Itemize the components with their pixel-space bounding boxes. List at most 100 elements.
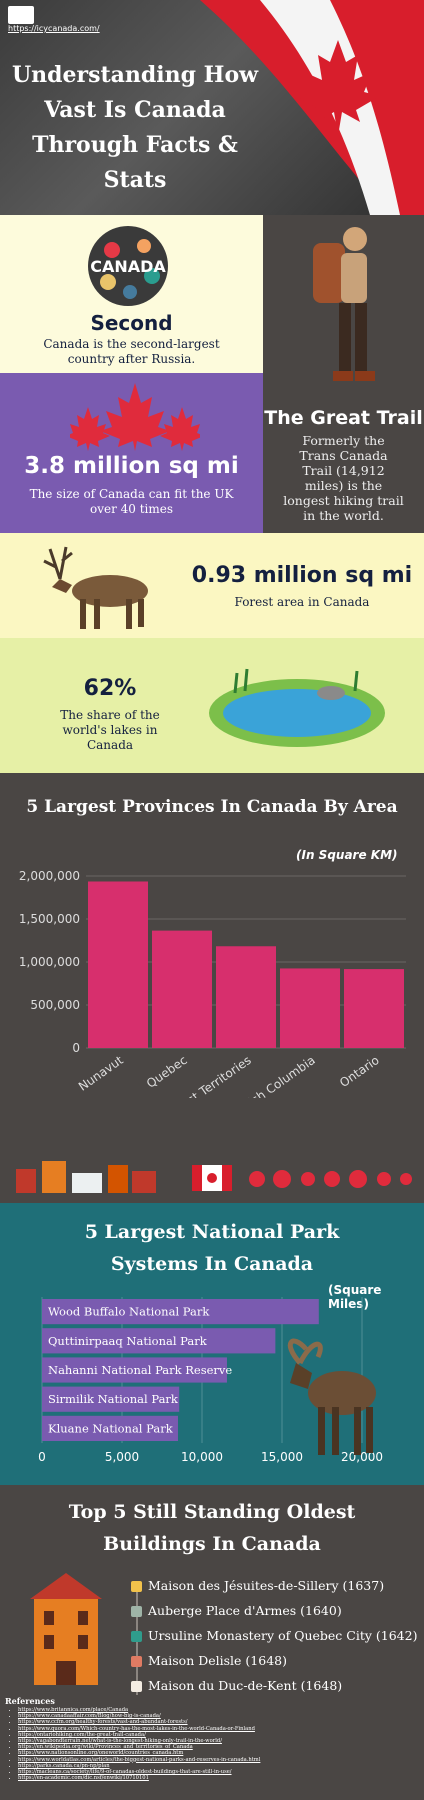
reference-link[interactable]: https://ontariohiking.com/the-great-trai… [18,1732,418,1738]
canada-decor-icons [16,1161,412,1193]
building-list-item: Maison Delisle (1648) [130,1652,420,1672]
fact-forest-panel: 0.93 million sq mi Forest area in Canada [0,533,424,638]
reference-link[interactable]: https://en-academic.com/dic.nsf/enwiki/1… [18,1775,418,1781]
bar-nahanni-national-park-reserve [42,1357,227,1383]
fact-area-stat: 3.8 million sq mi [24,453,239,479]
y-tick-label: 500,000 [30,998,80,1012]
x-tick-label: 15,000 [261,1450,303,1464]
provinces-unit: (In Square KM) [296,848,398,862]
bar-sirmilik-national-park [42,1386,180,1412]
list-bullet-icon [131,1681,142,1692]
building-label: Maison du Duc-de-Kent (1648) [148,1678,343,1693]
reference-link[interactable]: https://vagabondterrain.net/what-is-the-… [18,1738,418,1744]
y-tick-label: 2,000,000 [19,869,80,883]
references-list: https://www.britannica.com/place/Canadah… [0,1707,418,1781]
bar-ontario [344,969,404,1048]
list-bullet-icon [131,1631,142,1642]
parks-unit: (Square Miles) [328,1283,382,1311]
bar-label: Wood Buffalo National Park [48,1305,210,1319]
list-bullet-icon [131,1606,142,1617]
reference-link[interactable]: https://www.ccfm.org/healthy-forests/vas… [18,1719,418,1725]
references-section: References https://www.britannica.com/pl… [0,1695,424,1800]
bar-british-columbia [280,968,340,1048]
reference-link[interactable]: https://www.quora.com/Which-country-has-… [18,1726,418,1732]
buildings-title-line1: Top 5 Still Standing Oldest [68,1501,356,1523]
buildings-section: Top 5 Still Standing Oldest Buildings In… [0,1485,424,1695]
building-label: Maison des Jésuites-de-Sillery (1637) [148,1578,385,1593]
parks-section: 5 Largest National Park Systems In Canad… [0,1203,424,1485]
svg-text:CANADA: CANADA [90,257,166,276]
building-label: Ursuline Monastery of Quebec City (1642) [148,1628,418,1643]
parks-title-line2: Systems In Canada [110,1253,314,1275]
x-tick-label: 0 [38,1450,46,1464]
provinces-bar-chart: 0 500,000 1,000,000 1,500,000 2,000,000 Nunav… [19,869,406,1098]
reference-link[interactable]: https://www.nationsonline.org/oneworld/c… [18,1750,418,1756]
fact-trail-text: Formerly the Trans Canada Trail (14,912 … [283,433,404,523]
moose-icon [287,1338,376,1455]
fact-area-text: The size of Canada can fit the UK over 4… [29,487,234,516]
reference-link[interactable]: https://parks.canada.ca/pn-np/plan [18,1763,418,1769]
x-tick-label: Quebec [144,1053,190,1091]
reference-link[interactable]: https://www.worldatlas.com/articles/the-… [18,1757,418,1763]
building-list-item: Ursuline Monastery of Quebec City (1642) [130,1627,420,1647]
canada-word-art-icon: CANADA [88,226,168,306]
parks-title-line1: 5 Largest National Park [84,1221,340,1243]
site-url-link[interactable]: https://icycanada.com/ [8,24,100,33]
bar-label: Sirmilik National Park [48,1392,179,1406]
maple-leaves-icon [70,383,200,451]
buildings-title-line2: Buildings In Canada [103,1533,321,1555]
provinces-section: 5 Largest Provinces In Canada By Area (I… [0,773,424,1203]
fact-lakes-panel: 62% The share of the world's lakes in Ca… [0,638,424,773]
fact-trail-stat: The Great Trail [264,407,423,429]
building-list-item: Maison du Duc-de-Kent (1648) [130,1677,420,1697]
x-tick-label: Nunavut [76,1053,126,1094]
fact-second-text: Canada is the second-largest country aft… [43,337,220,366]
fact-second-panel: CANADA Second Canada is the second-large… [0,215,263,373]
reference-link[interactable]: https://macleans.ca/society/life/9-of-ca… [18,1769,418,1775]
x-tick-label: 5,000 [105,1450,139,1464]
old-building-icon [30,1573,102,1685]
page-title: Understanding How Vast Is Canada Through… [11,62,259,193]
list-bullet-icon [131,1656,142,1667]
y-tick-label: 0 [72,1041,80,1055]
reference-link[interactable]: https://www.britannica.com/place/Canada [18,1707,418,1713]
fact-trail-panel: The Great Trail Formerly the Trans Canad… [263,215,424,533]
hiker-icon [313,227,375,381]
bar-quebec [152,930,212,1048]
references-heading: References [5,1696,55,1706]
building-label: Maison Delisle (1648) [148,1653,287,1668]
reference-link[interactable]: https://www.canadaaffair.com/Blog/how-bi… [18,1713,418,1719]
x-tick-label: Ontario [337,1053,382,1090]
caribou-icon [43,546,148,629]
fact-forest-stat: 0.93 million sq mi [191,563,413,588]
building-list-item: Auberge Place d'Armes (1640) [130,1602,420,1622]
fact-second-stat: Second [90,311,173,335]
y-tick-label: 1,500,000 [19,912,80,926]
fact-forest-text: Forest area in Canada [234,595,370,609]
x-tick-label: 10,000 [181,1450,223,1464]
bar-kluane-national-park [42,1415,178,1441]
bar-wood-buffalo-national-park [42,1299,319,1325]
list-bullet-icon [131,1581,142,1592]
x-tick-label: 20,000 [341,1450,383,1464]
building-label: Auberge Place d'Armes (1640) [148,1603,342,1618]
canada-flag-graphic [200,0,424,215]
site-logo[interactable] [8,6,34,24]
bar-label: Kluane National Park [48,1421,174,1435]
bar-label: Nahanni National Park Reserve [48,1363,232,1377]
fact-area-panel: 3.8 million sq mi The size of Canada can… [0,373,263,533]
lake-icon [209,668,385,747]
bar-nunavut [88,881,148,1048]
bar-quttinirpaaq-national-park [42,1328,276,1354]
y-tick-label: 1,000,000 [19,955,80,969]
hero-banner: https://icycanada.com/ Understanding How… [0,0,424,215]
parks-bar-chart: 0 5,000 10,000 15,000 20,000 Wood Buffalo Nat… [38,1297,383,1464]
fact-lakes-text: The share of the world's lakes in Canada [60,708,160,752]
reference-link[interactable]: https://en.wikipedia.org/wiki/Provinces_… [18,1744,418,1750]
bar-label: Quttinirpaaq National Park [48,1334,208,1348]
building-list-item: Maison des Jésuites-de-Sillery (1637) [130,1577,420,1597]
bar-northwest-territories [216,946,276,1048]
provinces-title: 5 Largest Provinces In Canada By Area [26,797,398,817]
fact-lakes-stat: 62% [83,676,137,701]
